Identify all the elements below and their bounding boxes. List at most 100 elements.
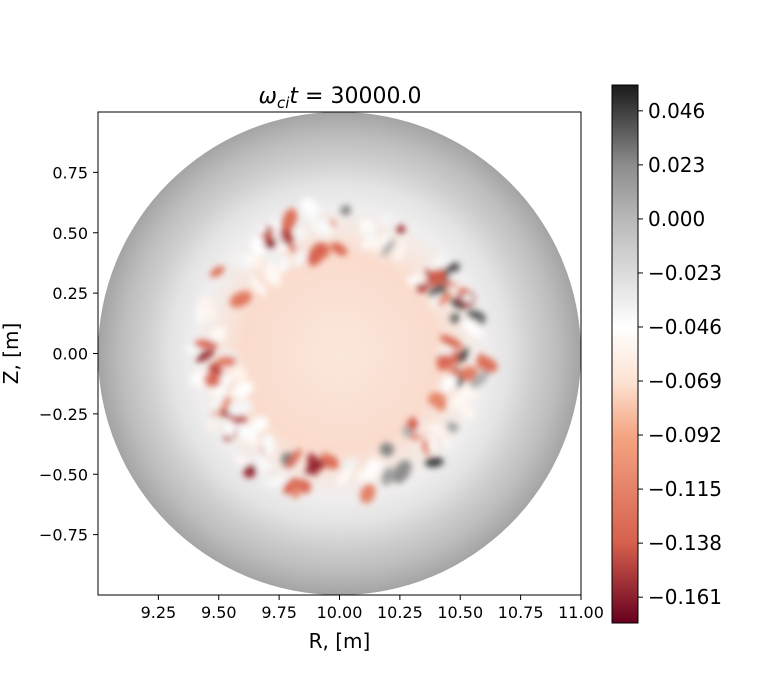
turbulence-blob xyxy=(258,225,267,234)
turbulence-blob xyxy=(203,372,221,388)
turbulence-blob xyxy=(476,356,498,373)
x-tick-label: 9.25 xyxy=(141,603,177,622)
turbulence-blob xyxy=(440,375,458,391)
colorbar-tick-label: −0.069 xyxy=(648,369,722,393)
y-tick-label: 0.00 xyxy=(52,345,88,364)
turbulence-blob xyxy=(342,457,358,470)
turbulence-blob xyxy=(208,386,218,396)
turbulence-blob xyxy=(469,370,489,389)
y-tick-label: 0.50 xyxy=(52,224,88,243)
turbulence-ring xyxy=(185,198,498,504)
x-ticks: 9.25 9.50 9.75 10.00 10.25 10.50 10.75 11.00 xyxy=(141,595,604,622)
colorbar-tick-label: −0.023 xyxy=(648,261,722,285)
turbulence-blob xyxy=(448,273,460,283)
colorbar-tick-label: 0.000 xyxy=(648,207,705,231)
turbulence-blob xyxy=(249,438,259,447)
turbulence-blob xyxy=(379,233,389,246)
turbulence-blob xyxy=(185,343,197,356)
x-tick-label: 10.50 xyxy=(437,603,483,622)
y-tick-label: −0.50 xyxy=(39,465,88,484)
turbulence-blob xyxy=(396,224,406,235)
turbulence-blob xyxy=(232,381,254,398)
plot-area xyxy=(98,112,581,595)
turbulence-blob xyxy=(436,354,451,369)
turbulence-blob xyxy=(234,456,250,466)
turbulence-blob xyxy=(459,404,476,420)
turbulence-blob xyxy=(205,422,218,430)
turbulence-blob xyxy=(461,294,474,302)
plasma-disk xyxy=(98,112,581,595)
turbulence-blob xyxy=(249,276,267,297)
turbulence-blob xyxy=(304,458,323,475)
turbulence-blob xyxy=(336,467,353,487)
y-ticks: 0.75 0.50 0.25 0.00 −0.25 −0.50 −0.75 xyxy=(39,163,98,545)
turbulence-blob xyxy=(263,237,277,249)
turbulence-blob xyxy=(308,205,321,223)
colorbar-tick-label: −0.115 xyxy=(648,477,722,501)
turbulence-blob xyxy=(230,365,248,382)
x-tick-label: 10.25 xyxy=(377,603,423,622)
turbulence-blob xyxy=(439,334,463,349)
colorbar-gradient xyxy=(611,84,639,624)
turbulence-blob xyxy=(307,242,327,266)
turbulence-blob xyxy=(229,291,252,308)
turbulence-blob xyxy=(209,266,225,278)
turbulence-blob xyxy=(367,235,380,252)
colorbar-ticks: 0.046 0.023 0.000 −0.023 −0.046 −0.069 −0.092 −… xyxy=(638,99,722,609)
x-tick-label: 10.00 xyxy=(317,603,363,622)
turbulence-blob xyxy=(449,313,461,324)
turbulence-blob xyxy=(195,305,205,321)
turbulence-blob xyxy=(433,255,448,270)
turbulence-blob xyxy=(295,226,307,240)
turbulence-blob xyxy=(442,440,452,447)
turbulence-blob xyxy=(297,479,312,494)
turbulence-blob xyxy=(210,326,227,343)
turbulence-blob xyxy=(370,457,388,473)
turbulence-blob xyxy=(278,257,291,273)
turbulence-blob xyxy=(424,457,444,468)
turbulence-blob xyxy=(407,417,420,431)
turbulence-blob xyxy=(272,228,282,245)
turbulence-blob xyxy=(381,466,393,486)
turbulence-blob xyxy=(363,228,374,240)
turbulence-blob xyxy=(379,213,393,226)
turbulence-blob xyxy=(263,262,282,287)
turbulence-blob xyxy=(448,368,461,377)
turbulence-blob xyxy=(224,419,236,438)
turbulence-blob xyxy=(255,460,271,471)
turbulence-blob xyxy=(359,484,376,504)
colorbar-tick-label: −0.092 xyxy=(648,423,722,447)
turbulence-blob xyxy=(428,437,436,454)
turbulence-blob xyxy=(249,453,265,464)
colorbar-tick-label: −0.161 xyxy=(648,585,722,609)
turbulence-blob xyxy=(322,454,339,470)
colorbar-tick-label: −0.138 xyxy=(648,531,722,555)
turbulence-blob xyxy=(195,349,215,362)
colorbar-tick-label: 0.023 xyxy=(648,153,705,177)
colorbar-tick-label: −0.046 xyxy=(648,315,722,339)
turbulence-blob xyxy=(381,239,396,257)
x-tick-label: 10.75 xyxy=(498,603,544,622)
turbulence-blob xyxy=(466,309,486,322)
y-tick-label: −0.75 xyxy=(39,526,88,545)
turbulence-blob xyxy=(264,250,285,264)
turbulence-blob xyxy=(285,448,302,469)
chart-title: ωcit = 30000.0 xyxy=(259,84,422,112)
turbulence-blob xyxy=(312,219,334,236)
turbulence-blob xyxy=(252,256,263,269)
x-axis-label: R, [m] xyxy=(309,629,371,653)
turbulence-blob xyxy=(251,416,268,432)
turbulence-blob xyxy=(243,464,257,479)
turbulence-blob xyxy=(262,434,276,456)
turbulence-blob xyxy=(250,236,267,257)
turbulence-blob xyxy=(462,317,484,338)
turbulence-blob xyxy=(394,238,407,263)
colorbar-tick-label: 0.046 xyxy=(648,99,705,123)
turbulence-blob xyxy=(457,347,471,363)
turbulence-blob xyxy=(330,242,348,256)
turbulence-blob xyxy=(210,392,225,413)
y-axis-label: Z, [m] xyxy=(0,323,23,385)
turbulence-blob xyxy=(193,340,219,349)
turbulence-blob xyxy=(281,208,297,233)
